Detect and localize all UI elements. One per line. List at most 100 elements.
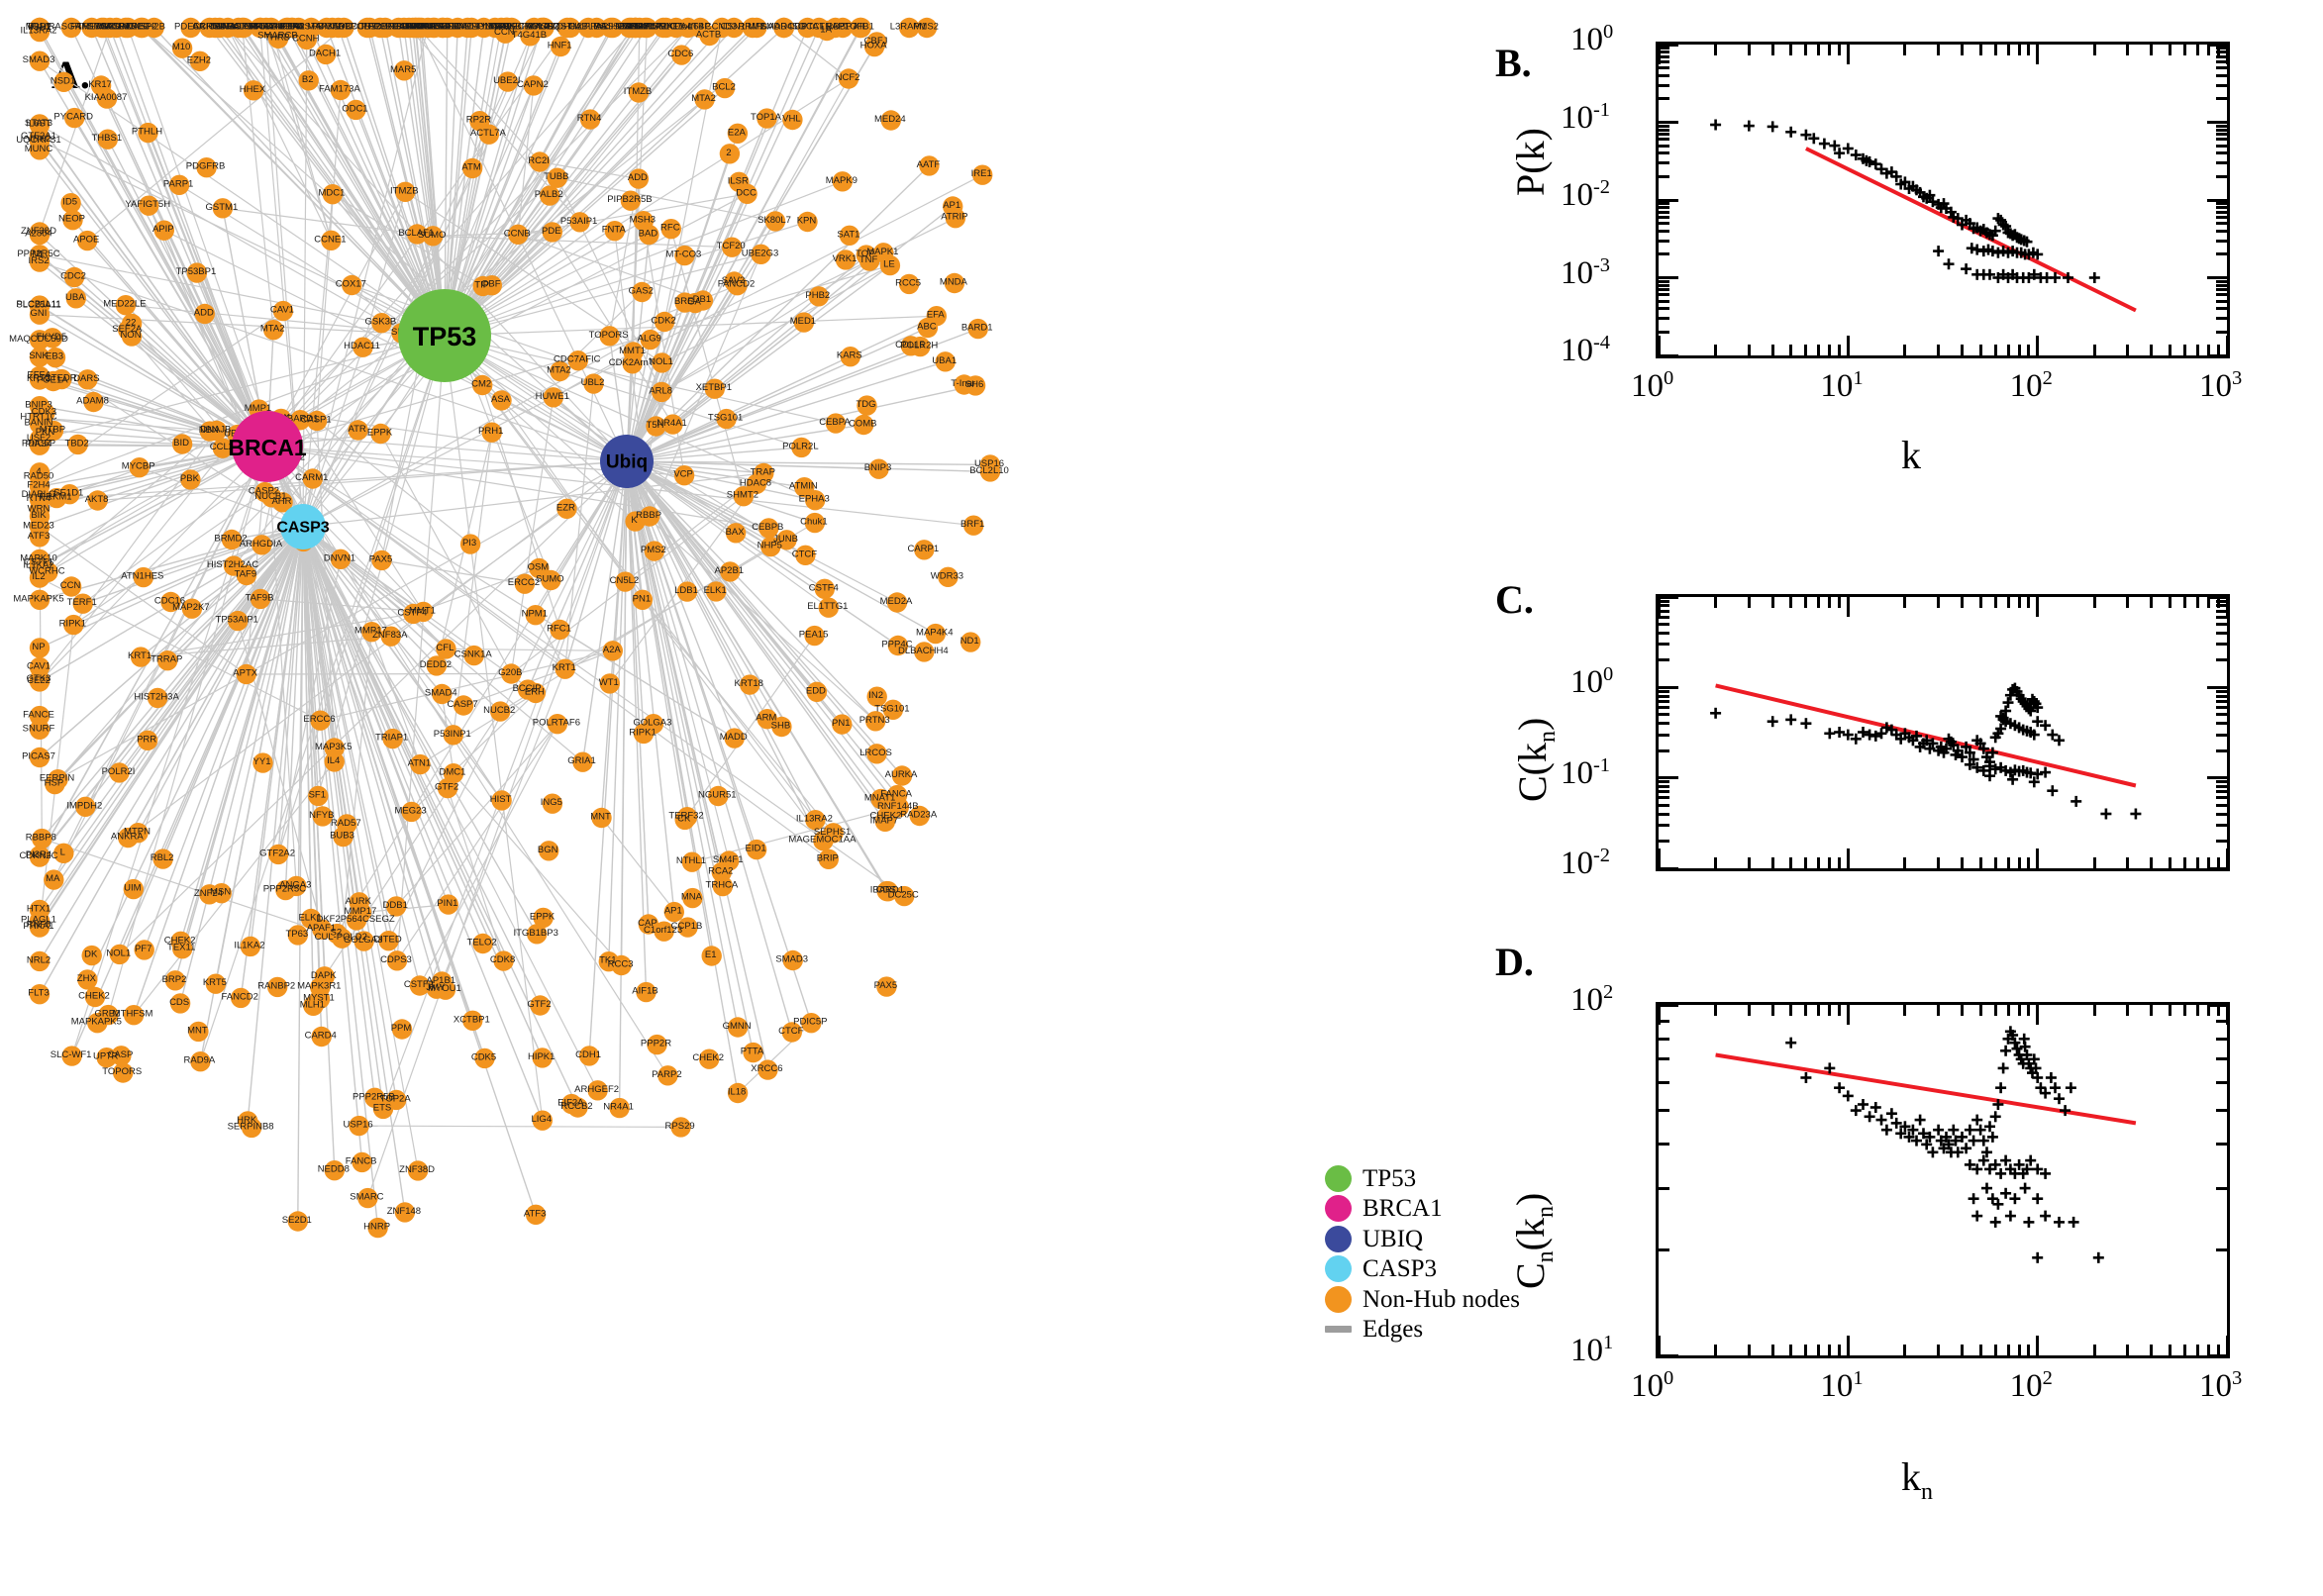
network-node[interactable] bbox=[550, 360, 570, 382]
network-node[interactable] bbox=[866, 744, 887, 764]
network-node[interactable] bbox=[252, 752, 273, 773]
network-node[interactable] bbox=[96, 1047, 117, 1068]
network-node[interactable] bbox=[838, 68, 859, 89]
network-node[interactable] bbox=[532, 1110, 553, 1131]
network-node[interactable] bbox=[394, 1202, 416, 1223]
network-node[interactable] bbox=[579, 109, 601, 130]
network-node[interactable] bbox=[337, 814, 357, 835]
network-node[interactable] bbox=[288, 17, 309, 39]
network-node[interactable] bbox=[109, 944, 130, 965]
network-node[interactable] bbox=[63, 614, 84, 636]
network-node[interactable] bbox=[916, 17, 938, 39]
network-node[interactable] bbox=[62, 210, 83, 231]
network-node[interactable] bbox=[217, 17, 239, 39]
network-node[interactable] bbox=[267, 844, 289, 865]
network-node[interactable] bbox=[793, 312, 815, 333]
network-node[interactable] bbox=[674, 292, 695, 313]
network-node[interactable] bbox=[29, 295, 50, 316]
network-node[interactable] bbox=[109, 762, 130, 783]
network-node[interactable] bbox=[346, 99, 366, 121]
network-node[interactable] bbox=[432, 17, 453, 39]
network-node[interactable] bbox=[134, 940, 154, 960]
network-node[interactable] bbox=[704, 378, 725, 399]
network-node[interactable] bbox=[525, 682, 547, 704]
network-node[interactable] bbox=[123, 1004, 145, 1026]
network-node[interactable] bbox=[334, 17, 354, 39]
network-node[interactable] bbox=[758, 518, 779, 539]
network-node[interactable] bbox=[410, 753, 431, 775]
network-node[interactable] bbox=[865, 711, 886, 732]
network-node[interactable] bbox=[354, 931, 374, 951]
network-node[interactable] bbox=[423, 226, 444, 247]
network-node[interactable] bbox=[550, 619, 570, 641]
network-node[interactable] bbox=[894, 885, 915, 907]
network-node[interactable] bbox=[960, 632, 981, 652]
network-node[interactable] bbox=[45, 773, 65, 795]
network-node[interactable] bbox=[909, 805, 930, 827]
network-node[interactable] bbox=[315, 44, 337, 65]
network-node[interactable] bbox=[29, 435, 50, 455]
network-node[interactable] bbox=[525, 605, 546, 626]
network-node[interactable] bbox=[409, 975, 431, 996]
hub-node-ubiq[interactable] bbox=[600, 435, 654, 488]
network-node[interactable] bbox=[190, 1051, 211, 1072]
network-node[interactable] bbox=[583, 373, 604, 394]
network-node[interactable] bbox=[236, 663, 256, 685]
network-node[interactable] bbox=[386, 896, 407, 917]
network-node[interactable] bbox=[324, 1160, 345, 1181]
network-node[interactable] bbox=[598, 951, 619, 972]
network-node[interactable] bbox=[29, 910, 50, 932]
network-node[interactable] bbox=[542, 793, 563, 814]
network-node[interactable] bbox=[395, 181, 416, 202]
network-node[interactable] bbox=[29, 131, 50, 151]
network-node[interactable] bbox=[514, 573, 536, 594]
network-node[interactable] bbox=[814, 578, 835, 599]
network-node[interactable] bbox=[673, 465, 695, 486]
network-node[interactable] bbox=[370, 423, 391, 445]
network-node[interactable] bbox=[540, 185, 560, 206]
network-node[interactable] bbox=[882, 699, 904, 720]
network-node[interactable] bbox=[891, 765, 913, 786]
network-node[interactable] bbox=[578, 1046, 600, 1066]
network-node[interactable] bbox=[29, 21, 50, 43]
network-node[interactable] bbox=[63, 266, 85, 288]
network-node[interactable] bbox=[972, 164, 993, 185]
network-node[interactable] bbox=[361, 622, 382, 643]
network-node[interactable] bbox=[797, 211, 818, 233]
network-node[interactable] bbox=[29, 115, 50, 136]
network-node[interactable] bbox=[51, 368, 72, 390]
network-node[interactable] bbox=[438, 894, 458, 915]
network-node[interactable] bbox=[90, 75, 112, 96]
network-node[interactable] bbox=[542, 222, 562, 243]
network-node[interactable] bbox=[240, 936, 261, 957]
network-node[interactable] bbox=[29, 347, 50, 367]
network-node[interactable] bbox=[657, 1065, 678, 1086]
network-node[interactable] bbox=[267, 976, 288, 998]
network-node[interactable] bbox=[722, 237, 743, 257]
network-node[interactable] bbox=[371, 549, 392, 571]
network-node[interactable] bbox=[29, 847, 50, 867]
network-node[interactable] bbox=[152, 848, 173, 869]
network-node[interactable] bbox=[586, 17, 607, 39]
network-node[interactable] bbox=[53, 843, 74, 863]
network-node[interactable] bbox=[561, 1093, 582, 1115]
network-node[interactable] bbox=[529, 151, 551, 172]
network-node[interactable] bbox=[250, 588, 271, 610]
network-node[interactable] bbox=[681, 851, 703, 872]
network-node[interactable] bbox=[44, 869, 64, 890]
network-node[interactable] bbox=[171, 38, 193, 58]
network-node[interactable] bbox=[714, 77, 736, 99]
network-node[interactable] bbox=[348, 420, 368, 441]
network-node[interactable] bbox=[857, 395, 877, 416]
network-node[interactable] bbox=[886, 784, 908, 806]
network-node[interactable] bbox=[459, 534, 481, 554]
network-node[interactable] bbox=[490, 701, 511, 722]
network-node[interactable] bbox=[394, 60, 415, 81]
network-node[interactable] bbox=[967, 318, 988, 340]
network-node[interactable] bbox=[797, 17, 818, 39]
network-node[interactable] bbox=[662, 414, 683, 435]
network-node[interactable] bbox=[316, 17, 338, 39]
network-node[interactable] bbox=[832, 17, 854, 39]
network-node[interactable] bbox=[113, 1062, 134, 1083]
network-node[interactable] bbox=[306, 410, 328, 432]
